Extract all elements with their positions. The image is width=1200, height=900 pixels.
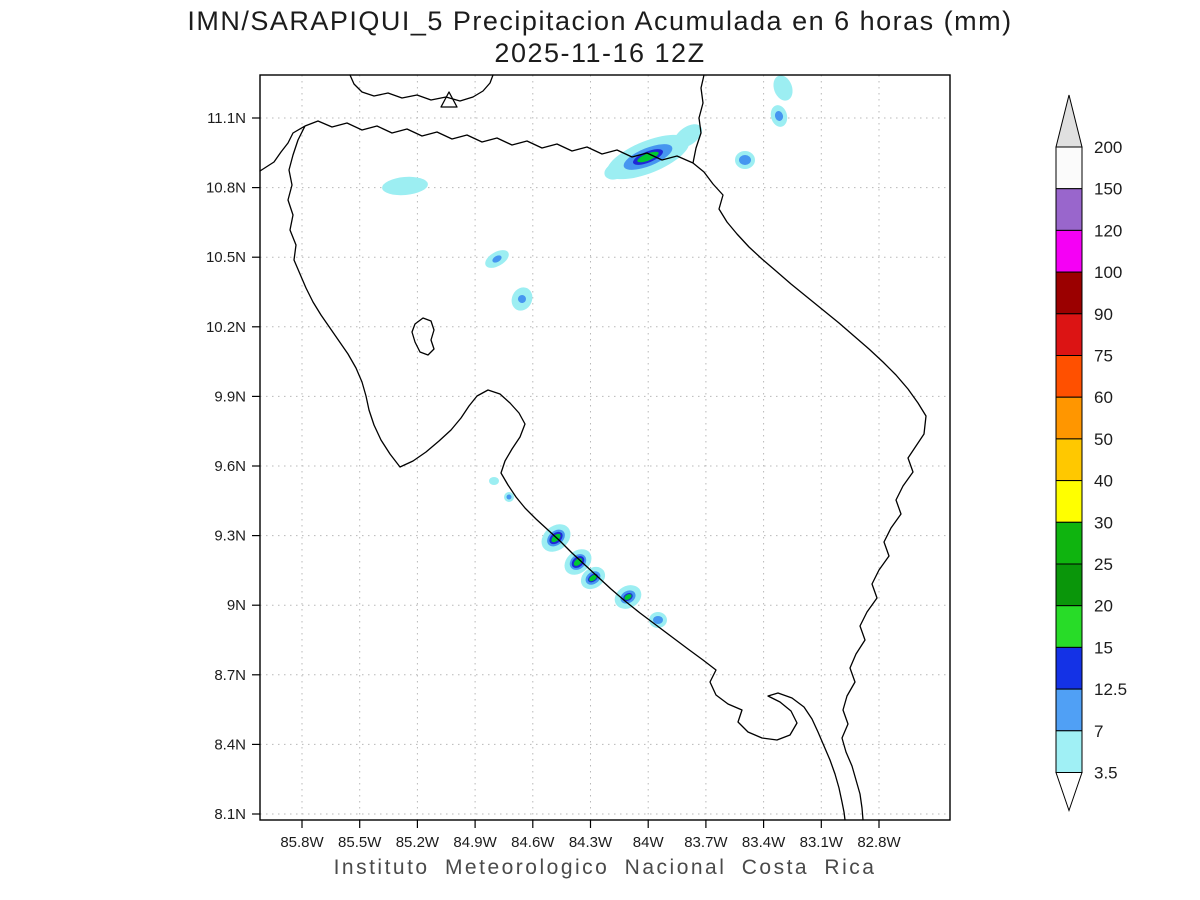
precip-cell xyxy=(511,287,533,311)
colorbar-label: 90 xyxy=(1094,305,1113,324)
x-tick-label: 84.3W xyxy=(569,834,613,851)
y-tick-label: 9N xyxy=(227,597,246,614)
colorbar-label: 60 xyxy=(1094,388,1113,407)
colorbar: 200 150 120 100 90 75 60 50 40 30 25 20 15 12.5 7 3.5 xyxy=(1055,94,1127,813)
colorbar-label: 40 xyxy=(1094,472,1113,491)
y-tick-label: 9.6N xyxy=(214,458,246,475)
precip-contour-cyan xyxy=(382,176,428,196)
colorbar-label: 12.5 xyxy=(1094,680,1127,699)
precip-contour-green xyxy=(572,557,584,567)
precip-cell xyxy=(504,492,514,502)
colorbar-label: 100 xyxy=(1094,263,1122,282)
precip-cell xyxy=(580,566,606,590)
colorbar-segment xyxy=(1055,188,1083,231)
colorbar-label: 50 xyxy=(1094,430,1113,449)
colorbar-segment xyxy=(1055,313,1083,356)
x-tick-label: 83.7W xyxy=(684,834,728,851)
precip-contour-cyan xyxy=(489,477,499,485)
precip-contour-mid xyxy=(506,494,512,500)
y-tick-label: 10.8N xyxy=(206,180,246,197)
precip-cell xyxy=(382,176,428,196)
colorbar-label: 15 xyxy=(1094,638,1113,657)
footer-caption: Instituto Meteorologico Nacional Costa R… xyxy=(333,856,877,879)
colorbar-segment xyxy=(1055,480,1083,523)
y-tick-label: 8.7N xyxy=(214,667,246,684)
colorbar-segment xyxy=(1055,521,1083,565)
precip-cell xyxy=(489,477,499,485)
colorbar-arrow-bottom xyxy=(1055,772,1083,813)
precip-contour-green xyxy=(588,573,598,583)
precip-cell xyxy=(773,75,793,101)
precip-cell xyxy=(735,151,755,169)
y-tick-label: 9.9N xyxy=(214,388,246,405)
x-tick-label: 84W xyxy=(633,834,665,851)
colorbar-segment xyxy=(1055,688,1083,732)
y-tick-label: 8.1N xyxy=(214,806,246,823)
colorbar-segment xyxy=(1055,271,1083,315)
y-tick-label: 9.3N xyxy=(214,528,246,545)
precip-contour-mid xyxy=(492,255,502,263)
x-axis-labels: 85.8W 85.5W 85.2W 84.9W 84.6W 84.3W 84W 83.7W 83… xyxy=(280,834,901,851)
y-tick-label: 10.5N xyxy=(206,249,246,266)
colorbar-label: 20 xyxy=(1094,597,1113,616)
y-tick-label: 11.1N xyxy=(207,110,246,127)
precip-cell xyxy=(770,105,788,127)
colorbar-arrow-top xyxy=(1055,94,1083,148)
x-tick-label: 85.8W xyxy=(280,834,324,851)
precip-cell xyxy=(606,134,690,180)
precip-cells-layer xyxy=(382,75,793,628)
precip-contour-cyan xyxy=(773,75,793,101)
plot-subtitle: 2025-11-16 12Z xyxy=(494,38,706,68)
colorbar-segment xyxy=(1055,563,1083,607)
plot-frame xyxy=(259,74,951,821)
colorbar-label: 3.5 xyxy=(1094,764,1118,783)
colorbar-label: 75 xyxy=(1094,347,1113,366)
precip-contour-mid xyxy=(774,111,784,121)
colorbar-segment xyxy=(1055,438,1083,482)
y-tick-label: 10.2N xyxy=(206,319,246,336)
x-tick-label: 84.6W xyxy=(511,834,555,851)
colorbar-segment xyxy=(1055,146,1083,190)
grid-lines xyxy=(260,75,950,820)
colorbar-label: 25 xyxy=(1094,555,1113,574)
colorbar-segment xyxy=(1055,229,1083,273)
x-tick-label: 82.8W xyxy=(857,834,901,851)
precip-contour-mid xyxy=(739,155,751,165)
colorbar-segment xyxy=(1055,646,1083,690)
lake-arenal xyxy=(411,317,435,356)
colorbar-label: 7 xyxy=(1094,722,1103,741)
x-tick-label: 85.5W xyxy=(338,834,382,851)
colorbar-segment xyxy=(1055,730,1083,773)
y-axis-labels: 11.1N 10.8N 10.5N 10.2N 9.9N 9.6N 9.3N 9N 8.7N 8.… xyxy=(206,110,246,823)
colorbar-label: 30 xyxy=(1094,513,1113,532)
lake-nicaragua-shore xyxy=(349,74,494,102)
colorbar-label: 150 xyxy=(1094,180,1122,199)
precip-contour-mid xyxy=(518,295,526,303)
colorbar-segment xyxy=(1055,355,1083,398)
precip-cell xyxy=(614,585,642,609)
precip-cell xyxy=(649,612,667,628)
x-tick-label: 85.2W xyxy=(396,834,440,851)
coastlines-layer xyxy=(259,74,927,821)
colorbar-label: 200 xyxy=(1094,138,1122,157)
colorbar-segment xyxy=(1055,396,1083,440)
y-tick-label: 8.4N xyxy=(214,736,246,753)
island-marker xyxy=(440,91,458,108)
axis-ticks xyxy=(252,117,880,828)
precip-contour-green xyxy=(623,593,633,601)
plot-title: IMN/SARAPIQUI_5 Precipitacion Acumulada … xyxy=(187,6,1013,36)
x-tick-label: 84.9W xyxy=(453,834,497,851)
precip-cell xyxy=(564,549,592,575)
x-tick-label: 83.4W xyxy=(742,834,786,851)
costa-rica-coastline xyxy=(259,74,927,821)
colorbar-segment xyxy=(1055,605,1083,648)
precip-cell xyxy=(485,250,509,268)
x-tick-label: 83.1W xyxy=(800,834,844,851)
precip-contour-mid xyxy=(653,616,663,624)
colorbar-label: 120 xyxy=(1094,221,1122,240)
